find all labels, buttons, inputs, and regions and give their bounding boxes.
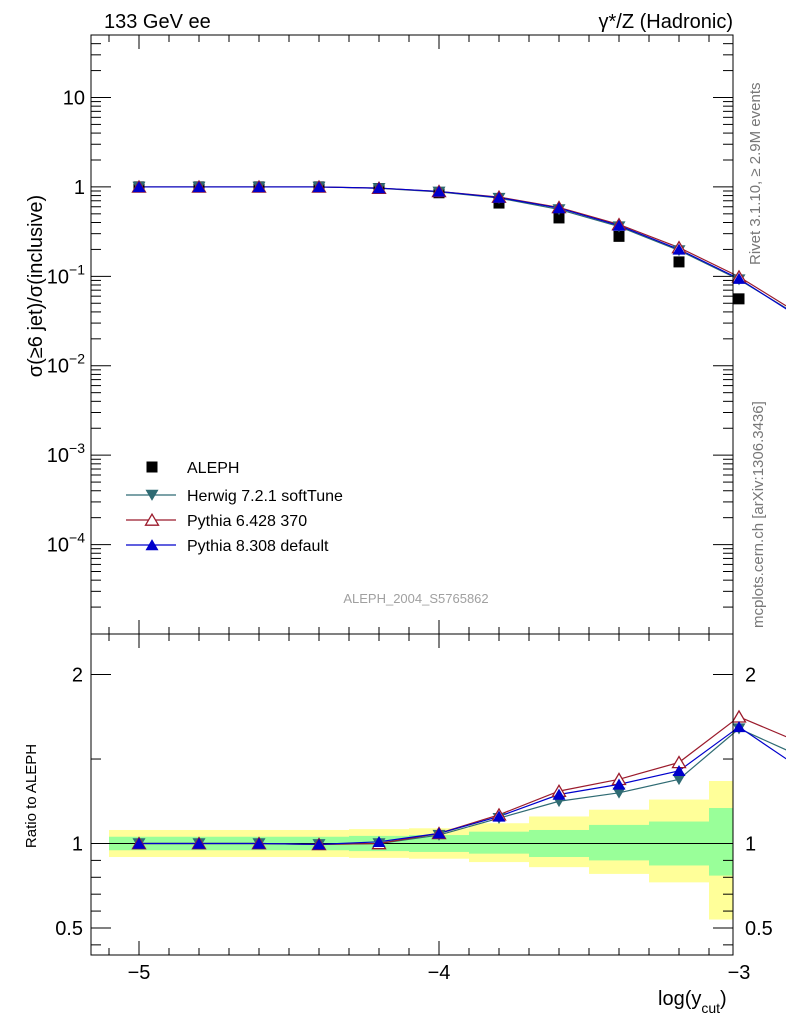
data-point: [673, 256, 685, 268]
main-ytick-label: 1: [74, 177, 85, 199]
ratio-band-inner: [709, 808, 733, 876]
markers-aleph: [133, 181, 745, 305]
ratio-markers-pythia-8-308-default: [132, 721, 746, 850]
series-pythia-8-308-default: [139, 186, 786, 310]
ratio-ytick-label-left: 1: [72, 833, 83, 855]
legend-marker: [145, 489, 159, 501]
data-point: [312, 181, 326, 193]
main-ytick-label: 10−3: [47, 440, 85, 467]
data-point: [432, 185, 446, 197]
rivet-label: Rivet 3.1.10, ≥ 2.9M events: [747, 83, 764, 266]
markers-pythia-6-428-370: [131, 179, 747, 283]
ratio-point: [552, 788, 566, 800]
ratio-xtick-label: −4: [428, 962, 451, 984]
ratio-point: [672, 774, 686, 786]
ratio-xtick-label: −3: [728, 962, 751, 984]
legend-label: Pythia 6.428 370: [187, 513, 307, 530]
ratio-ytick-label-right: 0.5: [745, 918, 773, 940]
series-line-herwig-7-2-1-softtune: [139, 186, 786, 309]
legend-marker: [144, 512, 160, 526]
legend-label: Pythia 8.308 default: [187, 538, 329, 555]
data-point: [492, 191, 506, 203]
ratio-point: [731, 709, 747, 723]
ratio-point: [612, 778, 626, 790]
header-right: γ*/Z (Hadronic): [599, 11, 733, 33]
data-point: [732, 272, 746, 284]
markers-herwig-7-2-1-softtune: [132, 181, 746, 286]
ratio-point: [312, 838, 326, 850]
ratio-point: [252, 837, 266, 849]
header-left: 133 GeV ee: [104, 11, 211, 33]
data-point: [192, 181, 206, 193]
ratio-ytick-label-right: 1: [745, 833, 756, 855]
series-line-pythia-6-428-370: [139, 186, 786, 307]
ratio-point: [672, 764, 686, 777]
ratio-ytick-label-left: 2: [72, 665, 83, 687]
data-point: [612, 219, 626, 231]
data-point: [733, 293, 745, 305]
main-ytick-label: 10−1: [47, 261, 85, 288]
data-point: [372, 182, 386, 194]
ratio-xtick-label: −5: [128, 962, 151, 984]
legend: ALEPH Herwig 7.2.1 softTune Pythia 6.428 3…: [126, 460, 343, 555]
data-point: [553, 212, 565, 224]
legend-marker: [146, 461, 158, 473]
data-point: [552, 202, 566, 214]
ratio-ytick-label-right: 2: [745, 665, 756, 687]
series-herwig-7-2-1-softtune: [139, 186, 786, 309]
series-line-pythia-8-308-default: [139, 186, 786, 310]
ratio-point: [432, 827, 446, 839]
mcplots-label: mcplots.cern.ch [arXiv:1306.3436]: [750, 401, 767, 628]
data-point: [252, 181, 266, 193]
legend-label: ALEPH: [187, 460, 239, 477]
ratio-panel: 2 2 1 1 0.5 0.5 −5 −4 −3: [55, 633, 786, 984]
analysis-label: ALEPH_2004_S5765862: [343, 591, 488, 606]
ratio-band-inner: [589, 824, 649, 861]
data-point: [132, 181, 146, 193]
ratio-ylabel: Ratio to ALEPH: [23, 744, 40, 848]
ratio-ytick-label-left: 0.5: [55, 918, 83, 940]
x-axis-title: log(ycut): [658, 988, 727, 1016]
legend-marker: [145, 539, 159, 551]
main-ylabel: σ(≥6 jet)/σ(inclusive): [25, 195, 47, 377]
main-ytick-label: 10−4: [47, 530, 85, 557]
ratio-band-inner: [469, 831, 529, 854]
ratio-point: [372, 835, 386, 848]
data-point: [613, 230, 625, 242]
series-pythia-6-428-370: [139, 186, 786, 307]
legend-label: Herwig 7.2.1 softTune: [187, 488, 343, 505]
ratio-point: [192, 837, 206, 849]
ratio-point: [612, 787, 626, 799]
ratio-frame: [90, 633, 734, 956]
markers-pythia-8-308-default: [132, 181, 746, 284]
svg-text:log(ycut): log(ycut): [658, 988, 727, 1016]
main-ytick-label: 10: [63, 87, 85, 109]
main-ytick-label: 10−2: [47, 351, 85, 378]
data-point: [672, 243, 686, 255]
ratio-point: [132, 837, 146, 849]
ratio-point: [492, 810, 506, 822]
ratio-point: [732, 721, 746, 733]
